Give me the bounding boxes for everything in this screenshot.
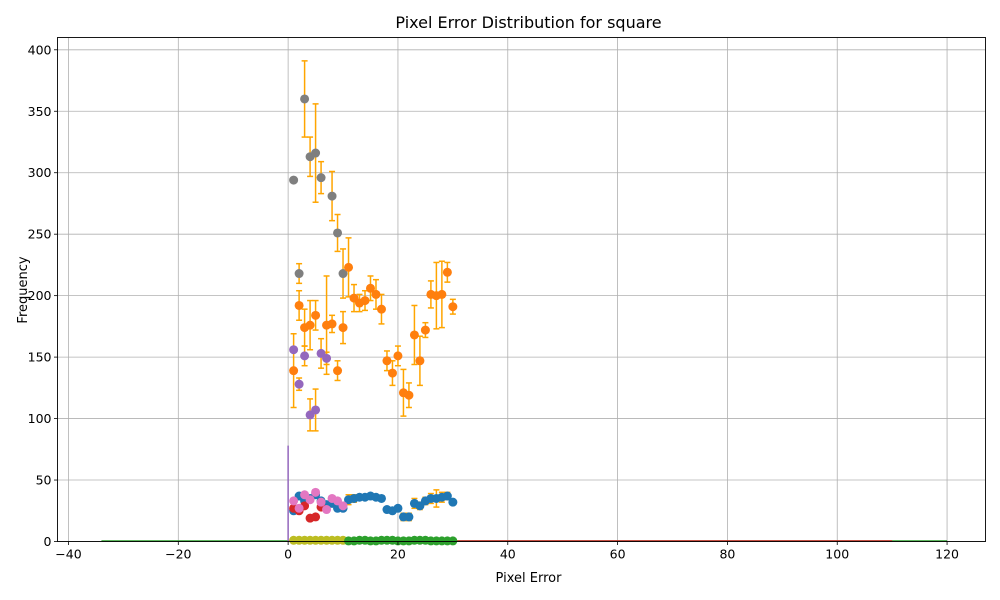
data-point <box>294 269 304 279</box>
data-point <box>393 351 403 361</box>
data-point <box>409 330 419 340</box>
y-tick-label: 400 <box>28 42 52 57</box>
data-point <box>300 351 310 361</box>
data-point <box>294 379 304 389</box>
y-tick-label: 50 <box>36 473 52 488</box>
chart-title: Pixel Error Distribution for square <box>395 13 661 32</box>
x-tick-label: 80 <box>719 547 735 562</box>
data-point <box>327 191 337 201</box>
data-point <box>448 497 458 507</box>
data-point <box>327 319 337 329</box>
data-point <box>344 262 354 272</box>
data-point <box>311 148 321 158</box>
x-tick-label: −20 <box>165 547 191 562</box>
data-point <box>338 323 348 333</box>
data-point <box>393 503 403 513</box>
y-tick-label: 0 <box>44 534 52 549</box>
x-tick-label: 0 <box>284 547 292 562</box>
x-axis-title: Pixel Error <box>496 571 563 586</box>
data-point <box>448 536 458 546</box>
data-point <box>404 390 414 400</box>
data-point <box>371 289 381 299</box>
data-point <box>322 505 332 515</box>
data-point <box>382 356 392 366</box>
data-point <box>360 296 370 306</box>
data-point <box>311 487 321 497</box>
data-point <box>300 94 310 104</box>
x-tick-label: 60 <box>610 547 626 562</box>
x-tick-label: −40 <box>55 547 81 562</box>
data-point <box>289 345 299 355</box>
data-point <box>316 497 326 507</box>
data-point <box>305 495 315 505</box>
data-point <box>376 493 386 503</box>
data-point <box>311 512 321 522</box>
grid-layer <box>57 37 986 542</box>
data-point <box>289 496 299 506</box>
data-point <box>289 175 299 185</box>
x-tick-label: 20 <box>390 547 406 562</box>
y-axis-title: Frequency <box>16 256 31 323</box>
data-point <box>333 366 343 376</box>
data-point <box>305 320 315 330</box>
data-point <box>420 325 430 335</box>
y-tick-label: 300 <box>28 165 52 180</box>
tick-layer: −40 −20 0 20 40 60 80 100 120 0 50 100 150 200 250 300 3… <box>28 42 959 561</box>
y-tick-label: 150 <box>28 350 52 365</box>
data-point <box>333 228 343 238</box>
points-layer <box>289 94 458 546</box>
data-point <box>316 173 326 183</box>
data-point <box>437 289 447 299</box>
data-point <box>294 300 304 310</box>
x-tick-label: 40 <box>500 547 516 562</box>
data-point <box>365 283 375 293</box>
data-point <box>338 501 348 511</box>
x-tick-label: 120 <box>935 547 959 562</box>
data-point <box>415 356 425 366</box>
data-point <box>322 353 332 363</box>
data-point <box>404 512 414 522</box>
data-point <box>311 405 321 415</box>
data-point <box>442 491 452 501</box>
y-tick-label: 100 <box>28 411 52 426</box>
y-tick-label: 350 <box>28 104 52 119</box>
y-tick-label: 250 <box>28 227 52 242</box>
data-point <box>448 302 458 312</box>
data-point <box>294 503 304 513</box>
y-tick-label: 200 <box>28 288 52 303</box>
data-point <box>289 366 299 376</box>
data-point <box>387 368 397 378</box>
data-point <box>442 267 452 277</box>
x-tick-label: 100 <box>825 547 849 562</box>
data-point <box>376 304 386 314</box>
data-point <box>311 310 321 320</box>
data-point <box>338 269 348 279</box>
plot-frame <box>57 37 986 542</box>
